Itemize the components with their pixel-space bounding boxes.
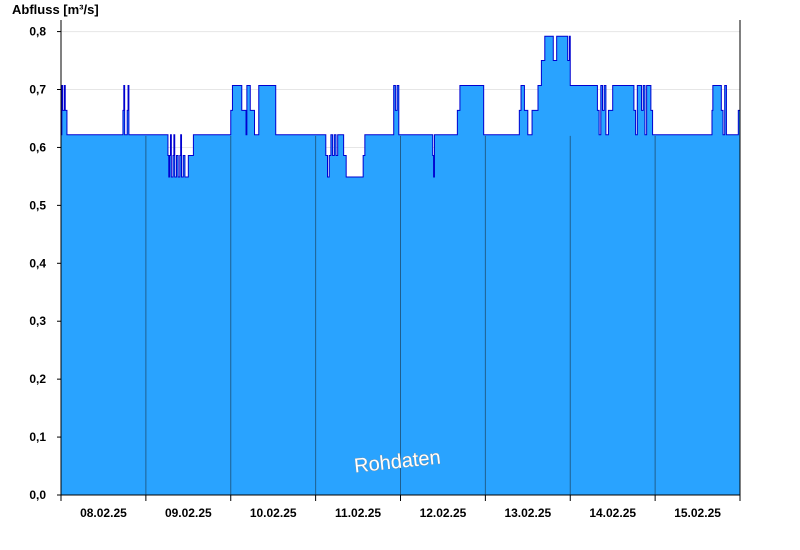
y-tick-label: 0,4 <box>29 256 46 270</box>
y-tick-label: 0,5 <box>29 198 46 212</box>
y-tick-label: 0,2 <box>29 372 46 386</box>
discharge-line <box>61 35 741 178</box>
x-tick-labels: 08.02.25 09.02.25 10.02.25 11.02.25 12.02.25… <box>80 506 721 520</box>
x-tick-label: 09.02.25 <box>165 506 212 520</box>
y-tick-label: 0,7 <box>29 83 46 97</box>
x-tick-label: 10.02.25 <box>250 506 297 520</box>
y-tick-label: 0,6 <box>29 140 46 154</box>
x-tick-label: 13.02.25 <box>504 506 551 520</box>
y-tick-label: 0,8 <box>29 25 46 39</box>
y-tick-label: 0,1 <box>29 430 46 444</box>
axes-layer <box>57 20 741 501</box>
day-separators <box>145 135 656 495</box>
x-tick-label: 15.02.25 <box>674 506 721 520</box>
x-tick-label: 08.02.25 <box>80 506 127 520</box>
x-tick-label: 14.02.25 <box>589 506 636 520</box>
y-tick-label: 0,0 <box>29 488 46 502</box>
x-tick-label: 11.02.25 <box>335 506 381 520</box>
y-axis-title: Abfluss [m³/s] <box>12 2 99 17</box>
y-tick-labels: 0,0 0,1 0,2 0,3 0,4 0,5 0,6 0,7 0,8 <box>29 25 46 502</box>
x-tick-label: 12.02.25 <box>420 506 467 520</box>
y-tick-label: 0,3 <box>29 314 46 328</box>
